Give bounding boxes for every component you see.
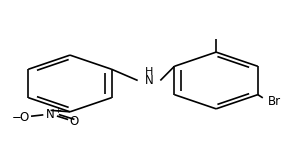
Text: Br: Br [268, 95, 281, 108]
Text: N: N [46, 108, 55, 121]
Text: H: H [145, 67, 153, 77]
Text: −: − [11, 111, 21, 124]
Text: N: N [145, 74, 154, 87]
Text: +: + [54, 106, 61, 115]
Text: O: O [19, 111, 28, 124]
Text: O: O [70, 115, 79, 128]
